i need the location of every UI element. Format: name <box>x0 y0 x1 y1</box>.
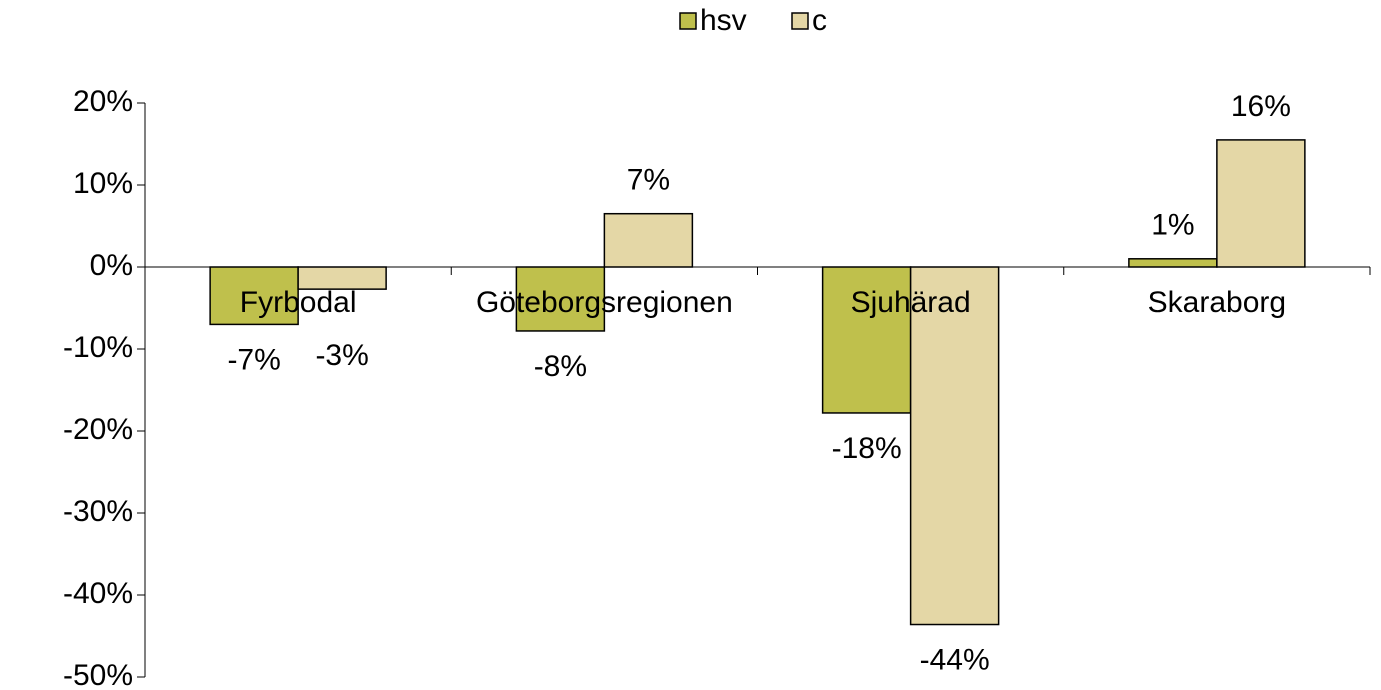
x-tick-label: Göteborgsregionen <box>476 286 733 319</box>
bar <box>1216 139 1306 268</box>
value-label: -8% <box>534 350 587 383</box>
value-label: -18% <box>832 432 902 465</box>
bar <box>821 266 912 414</box>
value-label: -44% <box>920 643 990 676</box>
value-label: 16% <box>1231 90 1291 123</box>
legend-label: c <box>812 4 827 37</box>
y-tick-label: 20% <box>73 85 133 118</box>
bar <box>1128 258 1218 268</box>
legend-label: hsv <box>700 4 747 37</box>
x-tick-label: Fyrbodal <box>240 286 357 319</box>
value-label: 7% <box>627 164 670 197</box>
bar <box>209 266 299 326</box>
y-tick-label: -40% <box>63 577 133 610</box>
legend-swatch <box>679 12 697 30</box>
legend-swatch <box>791 12 809 30</box>
y-tick-label: -20% <box>63 413 133 446</box>
value-label: -3% <box>315 339 368 372</box>
value-label: 1% <box>1151 209 1194 242</box>
y-tick-label: -10% <box>63 331 133 364</box>
y-tick-label: 10% <box>73 167 133 200</box>
bar <box>603 212 694 268</box>
value-label: -7% <box>227 343 280 376</box>
x-tick-label: Sjuhärad <box>851 286 971 319</box>
bar <box>515 266 606 332</box>
y-tick-label: -30% <box>63 495 133 528</box>
y-tick-label: -50% <box>63 659 133 690</box>
bar <box>909 266 1000 626</box>
x-tick-label: Skaraborg <box>1148 286 1286 319</box>
y-tick-label: 0% <box>90 249 133 282</box>
